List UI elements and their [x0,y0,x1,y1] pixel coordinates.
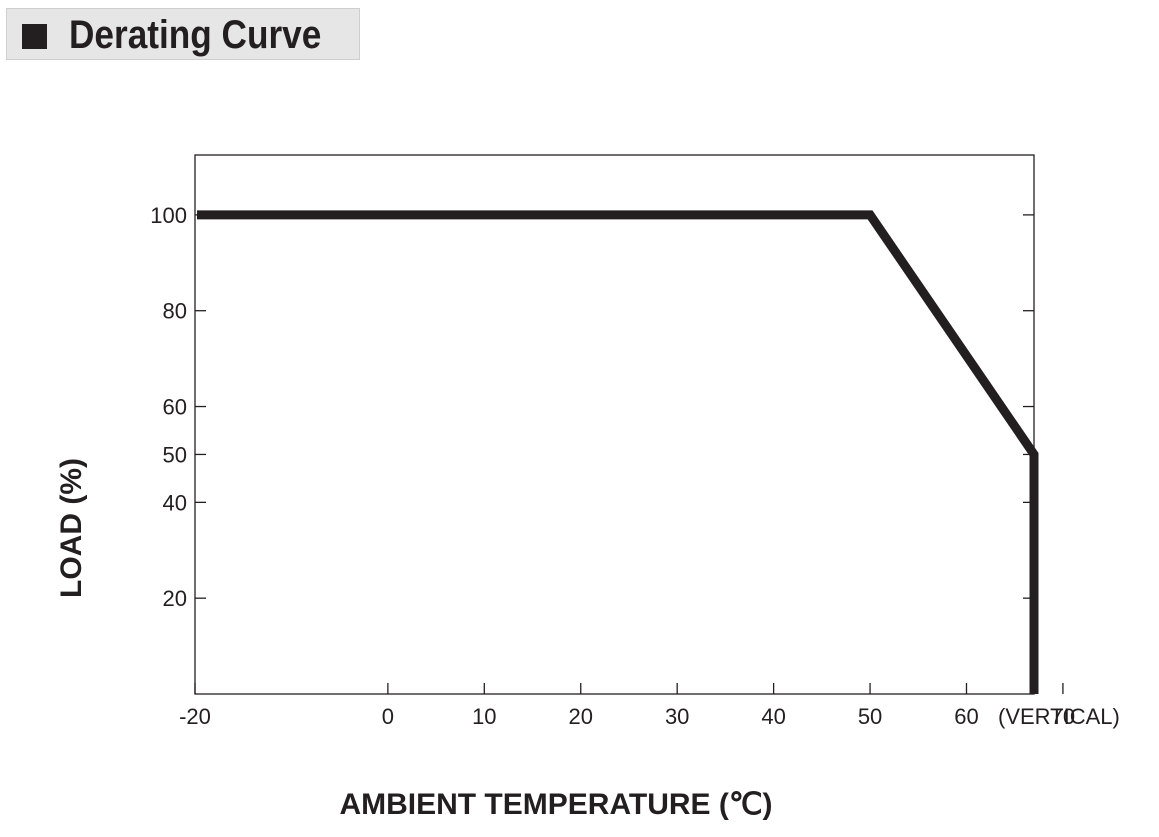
x-tick-label--20: -20 [179,704,211,729]
x-tick-label-0: 0 [382,704,394,729]
x-tick-label-30: 30 [665,704,689,729]
x-tick-label-50: 50 [858,704,882,729]
x-tick-label-40: 40 [761,704,785,729]
series-line-0 [197,210,1039,694]
x-tick-label-10: 10 [472,704,496,729]
y-tick-label-20: 20 [163,586,187,611]
ticks-layer [194,214,1064,694]
title-square-icon [22,24,47,49]
x-tick-label-60: 60 [954,704,978,729]
x-tick-label-20: 20 [569,704,593,729]
title-box: Derating Curve [6,8,360,60]
x-axis-note: (VERTICAL) [998,704,1120,729]
page-title: Derating Curve [69,13,322,57]
series-layer [197,210,1039,694]
y-tick-label-50: 50 [163,442,187,467]
y-tick-label-40: 40 [163,490,187,515]
x-tick-label-70: 70 [1051,704,1075,729]
y-tick-label-80: 80 [163,299,187,324]
y-axis-title: LOAD (%) [55,458,88,598]
labels-layer: -20 0 10 20 30 40 50 60 70 20 40 50 60 80 100 [150,203,1075,729]
x-axis-title: AMBIENT TEMPERATURE (℃) [339,788,772,821]
plot-frame [194,154,1035,695]
y-tick-label-100: 100 [150,203,187,228]
y-tick-label-60: 60 [163,395,187,420]
